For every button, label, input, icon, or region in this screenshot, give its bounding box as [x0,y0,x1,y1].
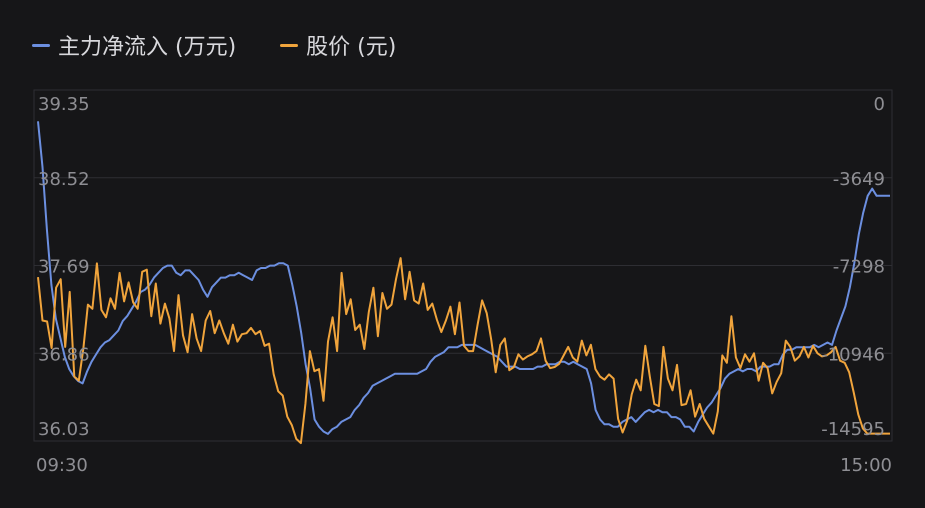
x-axis-start-label: 09:30 [36,455,88,476]
x-axis-end-label: 15:00 [840,455,892,476]
legend-item-net-inflow[interactable]: 主力净流入 (万元) [32,29,236,61]
left-axis-tick-label: 39.35 [38,94,90,115]
net-inflow-line [37,121,890,435]
legend-item-stock-price[interactable]: 股价 (元) [280,29,396,61]
legend-label-net-inflow: 主力净流入 (万元) [58,35,237,60]
left-axis-tick-label: 37.69 [38,257,90,278]
right-axis-tick-label: -3649 [833,169,885,190]
right-axis-tick-label: -14595 [821,419,885,440]
legend-label-stock-price: 股价 (元) [306,35,397,60]
stock-price-line [37,257,890,445]
right-axis-tick-label: 0 [874,94,885,115]
right-axis-tick-label: -10946 [821,344,885,365]
left-axis-tick-label: 36.03 [38,419,90,440]
left-axis-tick-label: 36.86 [38,344,90,365]
legend-swatch-net-inflow [32,43,50,47]
left-axis-tick-label: 38.52 [38,169,90,190]
legend-swatch-stock-price [280,43,299,47]
legend: 主力净流入 (万元) 股价 (元) [32,28,396,62]
right-axis-tick-label: -7298 [833,257,885,278]
